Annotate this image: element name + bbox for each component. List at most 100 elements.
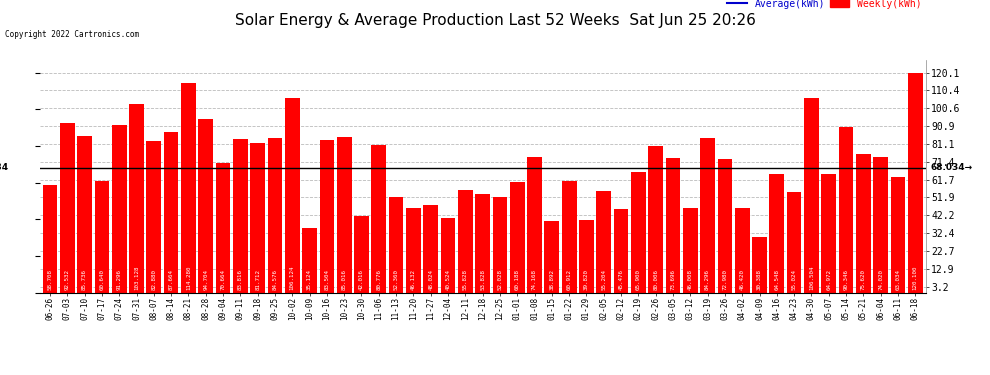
Text: 58.708: 58.708 bbox=[48, 269, 52, 290]
Bar bbox=[822, 174, 837, 292]
Text: 82.880: 82.880 bbox=[151, 269, 156, 290]
Text: ←68.034: ←68.034 bbox=[0, 164, 9, 172]
Bar bbox=[475, 194, 490, 292]
Text: 45.476: 45.476 bbox=[619, 269, 624, 290]
Text: 85.016: 85.016 bbox=[342, 269, 346, 290]
Bar bbox=[561, 181, 576, 292]
Bar bbox=[112, 125, 127, 292]
Text: 106.504: 106.504 bbox=[809, 265, 814, 290]
Text: 80.776: 80.776 bbox=[376, 269, 381, 290]
Text: 84.296: 84.296 bbox=[705, 269, 710, 290]
Bar bbox=[441, 218, 455, 292]
Text: 35.124: 35.124 bbox=[307, 269, 312, 290]
Bar bbox=[216, 163, 231, 292]
Bar bbox=[198, 119, 213, 292]
Bar bbox=[839, 127, 853, 292]
Bar bbox=[735, 207, 749, 292]
Text: 52.360: 52.360 bbox=[394, 269, 399, 290]
Bar bbox=[43, 185, 57, 292]
Bar bbox=[856, 154, 870, 292]
Bar bbox=[302, 228, 317, 292]
Text: 75.620: 75.620 bbox=[861, 269, 866, 290]
Text: 74.020: 74.020 bbox=[878, 269, 883, 290]
Bar bbox=[804, 98, 819, 292]
Bar bbox=[718, 159, 733, 292]
Text: 55.828: 55.828 bbox=[462, 269, 468, 290]
Text: 40.524: 40.524 bbox=[446, 269, 450, 290]
Bar bbox=[181, 83, 196, 292]
Text: 94.704: 94.704 bbox=[203, 269, 208, 290]
Bar bbox=[631, 172, 645, 292]
Bar bbox=[873, 157, 888, 292]
Text: Solar Energy & Average Production Last 52 Weeks  Sat Jun 25 20:26: Solar Energy & Average Production Last 5… bbox=[235, 13, 755, 28]
Text: 84.576: 84.576 bbox=[272, 269, 277, 290]
Text: 83.504: 83.504 bbox=[325, 269, 330, 290]
Text: 38.892: 38.892 bbox=[549, 269, 554, 290]
Bar bbox=[683, 208, 698, 292]
Text: 55.024: 55.024 bbox=[792, 269, 797, 290]
Bar bbox=[458, 190, 472, 292]
Bar bbox=[700, 138, 715, 292]
Bar bbox=[665, 158, 680, 292]
Text: 81.712: 81.712 bbox=[255, 269, 260, 290]
Bar bbox=[60, 123, 74, 292]
Text: 46.132: 46.132 bbox=[411, 269, 416, 290]
Text: 39.820: 39.820 bbox=[584, 269, 589, 290]
Bar bbox=[528, 157, 542, 292]
Bar bbox=[233, 139, 248, 292]
Text: 48.024: 48.024 bbox=[429, 269, 434, 290]
Text: 53.828: 53.828 bbox=[480, 269, 485, 290]
Text: 114.280: 114.280 bbox=[186, 265, 191, 290]
Bar bbox=[614, 209, 629, 292]
Bar bbox=[406, 208, 421, 292]
Text: 85.736: 85.736 bbox=[82, 269, 87, 290]
Bar bbox=[267, 138, 282, 292]
Bar bbox=[95, 182, 109, 292]
Text: 72.980: 72.980 bbox=[723, 269, 728, 290]
Text: Copyright 2022 Cartronics.com: Copyright 2022 Cartronics.com bbox=[5, 30, 139, 39]
Text: 63.034: 63.034 bbox=[896, 269, 901, 290]
Text: 65.900: 65.900 bbox=[636, 269, 641, 290]
Bar bbox=[285, 98, 300, 292]
Bar bbox=[769, 174, 784, 292]
Bar bbox=[908, 73, 923, 292]
Bar bbox=[510, 182, 525, 292]
Bar bbox=[891, 177, 905, 292]
Text: 46.008: 46.008 bbox=[688, 269, 693, 290]
Bar bbox=[389, 196, 404, 292]
Text: 91.296: 91.296 bbox=[117, 269, 122, 290]
Text: 68.034→: 68.034→ bbox=[930, 164, 972, 172]
Bar bbox=[424, 205, 438, 292]
Legend: Average(kWh), Weekly(kWh): Average(kWh), Weekly(kWh) bbox=[724, 0, 926, 13]
Text: 70.664: 70.664 bbox=[221, 269, 226, 290]
Bar bbox=[544, 221, 559, 292]
Text: 42.016: 42.016 bbox=[359, 269, 364, 290]
Bar bbox=[337, 137, 351, 292]
Text: 64.548: 64.548 bbox=[774, 269, 779, 290]
Bar bbox=[493, 197, 507, 292]
Bar bbox=[147, 141, 161, 292]
Bar bbox=[648, 146, 663, 292]
Text: 60.188: 60.188 bbox=[515, 269, 520, 290]
Bar bbox=[354, 216, 369, 292]
Text: 30.388: 30.388 bbox=[757, 269, 762, 290]
Bar bbox=[371, 145, 386, 292]
Bar bbox=[596, 192, 611, 292]
Text: 60.640: 60.640 bbox=[99, 269, 104, 290]
Bar bbox=[250, 143, 265, 292]
Bar bbox=[163, 132, 178, 292]
Text: 90.346: 90.346 bbox=[843, 269, 848, 290]
Bar bbox=[320, 140, 335, 292]
Text: 92.532: 92.532 bbox=[64, 269, 69, 290]
Text: 55.204: 55.204 bbox=[601, 269, 606, 290]
Text: 64.972: 64.972 bbox=[827, 269, 832, 290]
Text: 87.664: 87.664 bbox=[168, 269, 173, 290]
Bar bbox=[129, 104, 144, 292]
Bar bbox=[752, 237, 767, 292]
Text: 106.124: 106.124 bbox=[290, 265, 295, 290]
Text: 83.816: 83.816 bbox=[238, 269, 243, 290]
Text: 52.028: 52.028 bbox=[497, 269, 503, 290]
Text: 103.128: 103.128 bbox=[134, 265, 139, 290]
Bar bbox=[77, 135, 92, 292]
Text: 80.006: 80.006 bbox=[653, 269, 658, 290]
